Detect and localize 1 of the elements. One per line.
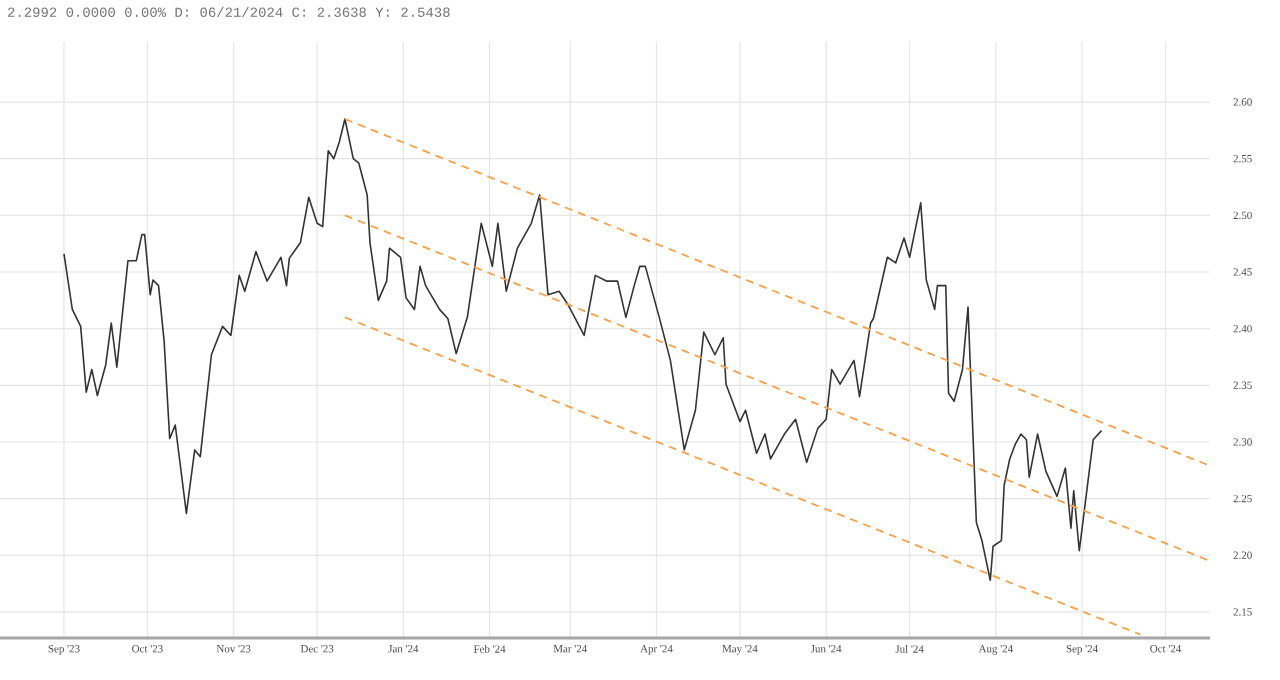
line-series — [63, 118, 1103, 582]
